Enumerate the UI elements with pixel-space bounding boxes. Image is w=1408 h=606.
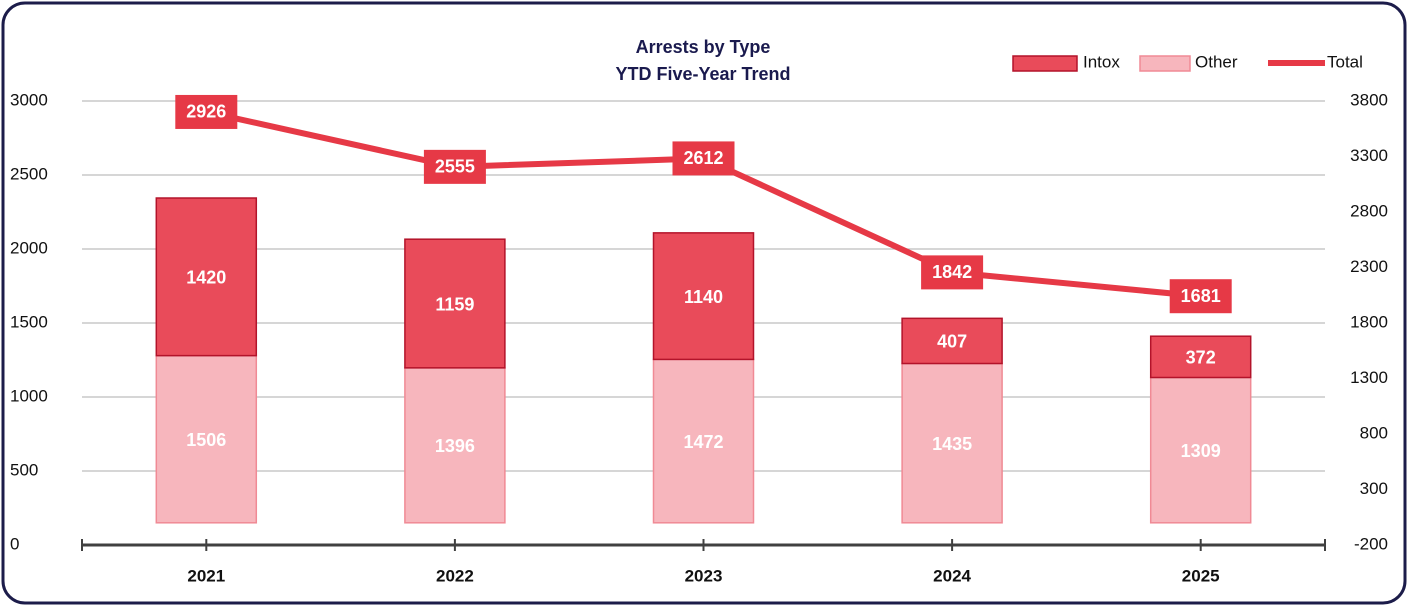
- y2-tick-label: 3300: [1350, 146, 1388, 165]
- data-label: 2612: [683, 148, 723, 168]
- y-tick-label: 0: [10, 534, 19, 553]
- x-tick-label: 2024: [933, 566, 971, 585]
- data-label: 1681: [1181, 286, 1221, 306]
- data-label: 1140: [684, 287, 723, 307]
- data-label-box: [1169, 279, 1232, 314]
- chart-title: Arrests by Type: [636, 37, 771, 57]
- data-label: 1309: [1181, 441, 1221, 461]
- y2-tick-label: 300: [1360, 479, 1388, 498]
- y2-tick-label: 3800: [1350, 90, 1388, 109]
- y-tick-label: 3000: [10, 90, 48, 109]
- legend: Intox Other Total: [1012, 52, 1363, 72]
- data-label: 407: [937, 332, 967, 352]
- x-tick-label: 2021: [187, 566, 225, 585]
- y2-tick-label: 1800: [1350, 312, 1388, 331]
- y-tick-label: 2000: [10, 238, 48, 257]
- y-tick-label: 500: [10, 460, 38, 479]
- bar-segment: [155, 354, 258, 524]
- data-label: 1435: [932, 434, 972, 454]
- data-label: 1159: [435, 294, 474, 314]
- data-label: 2926: [186, 102, 226, 122]
- data-label-box: [175, 94, 238, 129]
- bar-segment: [901, 317, 1003, 365]
- y2-tick-label: 2300: [1350, 257, 1388, 276]
- x-tick-label: 2022: [436, 566, 474, 585]
- data-label-box: [672, 141, 735, 176]
- bar-segment: [1149, 335, 1252, 379]
- y2-tick-label: 1300: [1350, 368, 1388, 387]
- y2-tick-label: -200: [1354, 534, 1388, 553]
- legend-label: Intox: [1083, 52, 1120, 71]
- bar-segment: [652, 232, 755, 361]
- data-label: 1842: [932, 262, 972, 282]
- data-label-box: [921, 255, 984, 290]
- data-label: 1472: [683, 432, 723, 452]
- y-tick-label: 1000: [10, 386, 48, 405]
- data-label: 1396: [435, 436, 475, 456]
- y-tick-label: 1500: [10, 312, 48, 331]
- bar-segment: [155, 197, 258, 357]
- legend-label: Total: [1327, 52, 1363, 71]
- y2-tick-label: 2800: [1350, 201, 1388, 220]
- x-tick-label: 2025: [1182, 566, 1220, 585]
- y-tick-label: 2500: [10, 164, 48, 183]
- chart-subtitle: YTD Five-Year Trend: [615, 64, 790, 84]
- data-label-box: [423, 149, 486, 184]
- data-label: 1506: [186, 430, 226, 450]
- bar-segment: [1149, 376, 1252, 524]
- legend-label: Other: [1195, 52, 1238, 71]
- y2-tick-label: 800: [1360, 423, 1388, 442]
- legend-key: [1012, 55, 1078, 72]
- data-label: 2555: [435, 157, 475, 177]
- legend-key: [1139, 55, 1191, 72]
- data-label: 1420: [186, 268, 226, 288]
- data-label: 372: [1186, 348, 1216, 368]
- bar-segment: [404, 367, 506, 524]
- bar-segment: [404, 238, 506, 369]
- x-tick-label: 2023: [685, 566, 723, 585]
